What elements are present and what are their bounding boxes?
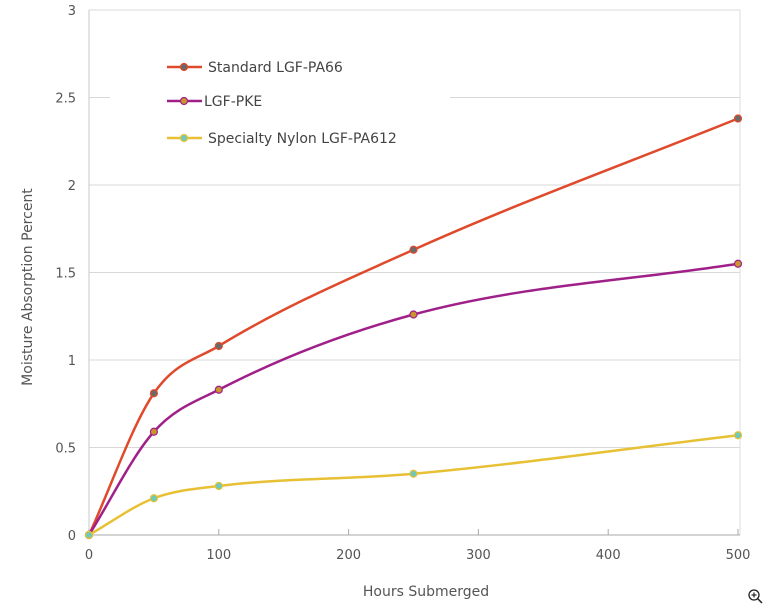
legend-background	[110, 50, 450, 150]
x-tick-label: 300	[466, 548, 491, 563]
y-tick-label: 2	[68, 179, 76, 194]
y-tick-label: 1.5	[55, 267, 76, 282]
y-tick-label: 2.5	[55, 92, 76, 107]
x-tick-label: 400	[596, 548, 621, 563]
y-tick-label: 3	[68, 4, 76, 19]
data-point[interactable]	[84, 530, 94, 540]
legend-label: LGF-PKE	[204, 94, 262, 110]
legend-marker	[179, 96, 189, 106]
x-tick-label: 0	[85, 548, 93, 563]
y-axis-label: Moisture Absorption Percent	[20, 188, 36, 386]
data-point[interactable]	[214, 385, 223, 394]
data-point[interactable]	[733, 114, 743, 123]
legend-label: Standard LGF-PA66	[208, 60, 343, 76]
x-tick-label: 500	[726, 548, 751, 563]
legend-label: Specialty Nylon LGF-PA612	[208, 131, 397, 147]
x-axis-label: Hours Submerged	[363, 584, 489, 600]
legend-marker	[179, 133, 189, 143]
legend: Standard LGF-PA66 LGF-PKE Specialty Nylon …	[167, 60, 397, 147]
x-tick-label: 100	[206, 548, 231, 563]
y-tick-label: 1	[68, 354, 76, 369]
data-point[interactable]	[214, 341, 223, 351]
legend-marker	[179, 62, 189, 72]
zoom-in-icon[interactable]	[748, 589, 763, 604]
data-point[interactable]	[733, 259, 743, 268]
data-point[interactable]	[149, 494, 158, 503]
series-1	[84, 259, 743, 540]
y-tick-label: 0	[68, 529, 76, 544]
data-point[interactable]	[409, 469, 418, 478]
data-point[interactable]	[149, 389, 158, 398]
data-point[interactable]	[733, 431, 743, 440]
x-tick-label: 200	[336, 548, 361, 563]
legend-item[interactable]: Standard LGF-PA66	[167, 60, 343, 76]
series-line	[87, 262, 739, 536]
series-2	[84, 431, 743, 540]
data-point[interactable]	[149, 427, 158, 436]
series-line	[87, 117, 739, 536]
data-point[interactable]	[214, 481, 223, 491]
data-point[interactable]	[409, 245, 418, 254]
y-tick-label: 0.5	[55, 442, 76, 457]
legend-item[interactable]: Specialty Nylon LGF-PA612	[167, 131, 397, 147]
legend-item[interactable]: LGF-PKE	[167, 94, 262, 110]
series-line	[88, 434, 739, 537]
data-point[interactable]	[409, 310, 418, 319]
